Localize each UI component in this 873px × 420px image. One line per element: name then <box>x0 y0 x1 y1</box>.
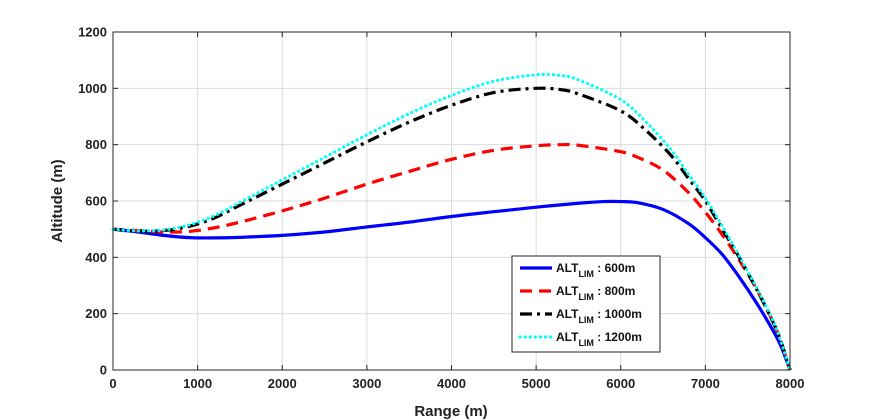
legend-entry-subscript: LIM <box>578 338 594 348</box>
y-tick-label: 1000 <box>78 81 107 96</box>
legend-entry-main: ALT <box>556 307 579 321</box>
series-lines <box>111 72 792 372</box>
legend-entry-value: : 1000m <box>594 307 642 321</box>
legend-entry-value: : 600m <box>594 261 635 275</box>
legend-entry-3: ALTLIM : 1000m <box>556 307 642 325</box>
legend-entry-subscript: LIM <box>578 269 594 279</box>
legend-entry-4: ALTLIM : 1200m <box>556 330 642 348</box>
y-tick-label: 200 <box>85 306 107 321</box>
x-tick-label: 2000 <box>268 376 297 391</box>
legend-entry-subscript: LIM <box>578 315 594 325</box>
legend-entry-2: ALTLIM : 800m <box>556 284 635 302</box>
legend-entry-main: ALT <box>556 330 579 344</box>
y-tick-label: 1200 <box>78 25 107 40</box>
x-tick-label: 8000 <box>776 376 805 391</box>
y-axis-label: Altitude (m) <box>49 159 66 242</box>
series-line-3 <box>112 86 792 371</box>
legend-entry-main: ALT <box>556 284 579 298</box>
x-tick-label: 1000 <box>183 376 212 391</box>
legend-entry-value: : 1200m <box>594 330 642 344</box>
x-tick-label: 7000 <box>691 376 720 391</box>
legend-entry-value: : 800m <box>594 284 635 298</box>
axis-ticks: 0 1000 2000 3000 4000 5000 6000 7000 8000 0 200 400… <box>78 25 804 392</box>
legend-entry-main: ALT <box>556 261 579 275</box>
y-tick-label: 0 <box>100 363 107 378</box>
series-line-1 <box>112 199 792 371</box>
x-tick-label: 5000 <box>522 376 551 391</box>
y-tick-label: 800 <box>85 137 107 152</box>
y-tick-label: 400 <box>85 250 107 265</box>
x-tick-label: 0 <box>109 376 116 391</box>
x-tick-label: 4000 <box>437 376 466 391</box>
legend-entry-subscript: LIM <box>578 292 594 302</box>
legend-entry-1: ALTLIM : 600m <box>556 261 635 279</box>
series-line-2 <box>112 142 792 371</box>
y-tick-label: 600 <box>85 194 107 209</box>
series-line-4 <box>111 72 792 372</box>
x-tick-label: 6000 <box>606 376 635 391</box>
x-tick-label: 3000 <box>352 376 381 391</box>
legend-box <box>511 255 661 353</box>
x-axis-label: Range (m) <box>414 403 487 420</box>
